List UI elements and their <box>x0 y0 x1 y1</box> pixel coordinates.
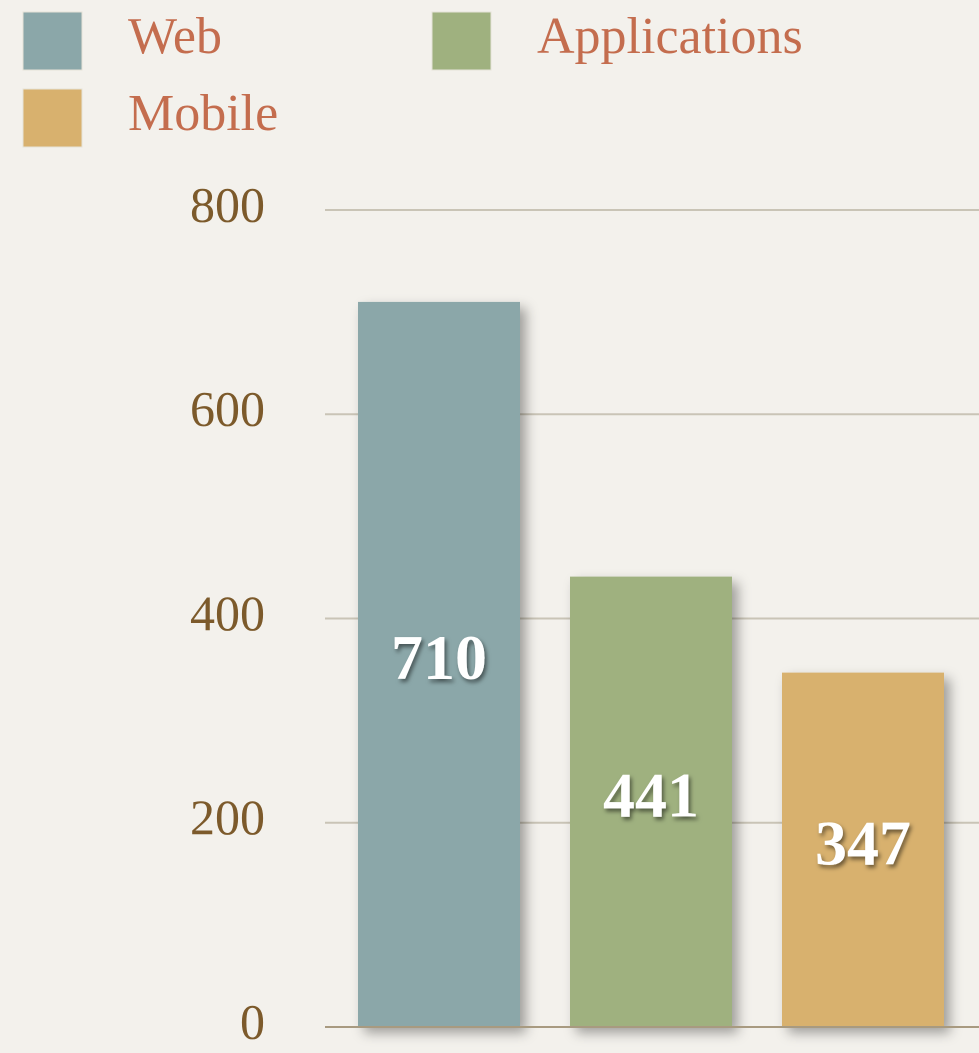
legend-label: Mobile <box>128 85 278 142</box>
legend-label: Applications <box>537 8 803 65</box>
legend-swatch <box>22 11 83 71</box>
legend-swatch <box>22 88 83 148</box>
y-tick-label: 400 <box>190 585 265 641</box>
y-tick-label: 800 <box>190 176 265 232</box>
y-tick-label: 600 <box>190 381 265 437</box>
bar <box>782 672 944 1027</box>
legend-label: Web <box>128 8 222 65</box>
bar <box>570 576 732 1027</box>
value-label: 441 <box>603 760 699 831</box>
bar <box>358 301 520 1028</box>
y-tick-label: 0 <box>240 993 265 1049</box>
value-label: 710 <box>391 622 487 693</box>
y-tick-label: 200 <box>190 789 265 845</box>
legend-swatch <box>431 11 492 71</box>
value-label: 347 <box>815 808 911 879</box>
